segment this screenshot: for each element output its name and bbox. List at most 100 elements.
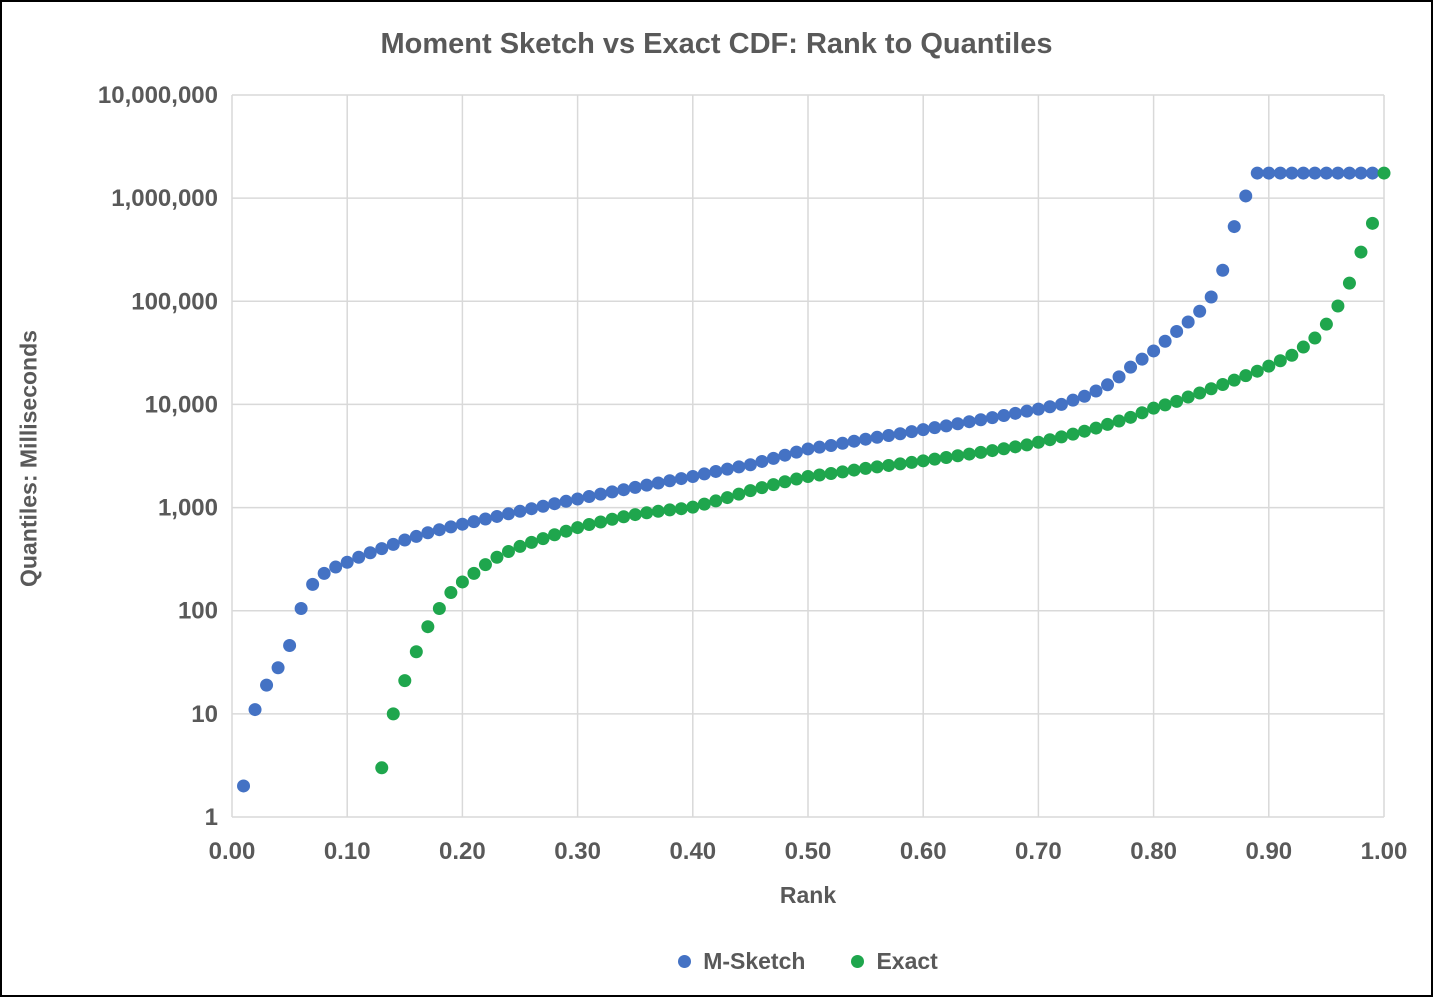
data-point-exact bbox=[617, 510, 631, 524]
data-point-m-sketch bbox=[1296, 166, 1310, 180]
data-point-exact bbox=[1250, 364, 1264, 378]
data-point-exact bbox=[640, 506, 654, 520]
data-point-m-sketch bbox=[628, 480, 642, 494]
y-tick-label: 100,000 bbox=[131, 288, 218, 315]
data-point-exact bbox=[813, 468, 827, 482]
data-point-m-sketch bbox=[1354, 166, 1368, 180]
data-point-m-sketch bbox=[317, 566, 331, 580]
data-point-m-sketch bbox=[340, 555, 354, 569]
data-point-m-sketch bbox=[1101, 378, 1115, 392]
data-point-m-sketch bbox=[951, 417, 965, 431]
x-axis-title: Rank bbox=[779, 882, 837, 908]
data-point-m-sketch bbox=[974, 413, 988, 427]
data-point-m-sketch bbox=[571, 492, 585, 506]
data-point-exact bbox=[928, 452, 942, 466]
data-point-m-sketch bbox=[743, 458, 757, 472]
data-point-m-sketch bbox=[893, 427, 907, 441]
data-point-exact bbox=[582, 518, 596, 532]
data-point-m-sketch bbox=[813, 440, 827, 454]
data-point-exact bbox=[432, 602, 446, 616]
data-point-exact bbox=[455, 575, 469, 589]
data-point-exact bbox=[859, 461, 873, 475]
data-point-m-sketch bbox=[836, 436, 850, 450]
data-point-m-sketch bbox=[536, 499, 550, 513]
data-point-m-sketch bbox=[1077, 389, 1091, 403]
data-point-exact bbox=[732, 487, 746, 501]
data-point-m-sketch bbox=[1089, 384, 1103, 398]
data-point-exact bbox=[674, 502, 688, 516]
data-point-exact bbox=[1031, 435, 1045, 449]
data-point-m-sketch bbox=[248, 703, 262, 717]
data-point-exact bbox=[1262, 359, 1276, 373]
data-point-m-sketch bbox=[1158, 334, 1172, 348]
data-point-m-sketch bbox=[306, 577, 320, 591]
chart-title: Moment Sketch vs Exact CDF: Rank to Quan… bbox=[380, 28, 1053, 60]
data-point-exact bbox=[847, 463, 861, 477]
data-point-m-sketch bbox=[905, 425, 919, 439]
data-point-m-sketch bbox=[709, 464, 723, 478]
x-tick-label: 0.40 bbox=[669, 838, 716, 865]
data-point-exact bbox=[824, 466, 838, 480]
data-point-exact bbox=[1342, 276, 1356, 290]
data-point-exact bbox=[686, 500, 700, 514]
data-point-m-sketch bbox=[651, 476, 665, 490]
data-point-m-sketch bbox=[271, 661, 285, 675]
x-tick-label: 0.70 bbox=[1015, 838, 1062, 865]
data-point-m-sketch bbox=[962, 415, 976, 429]
data-point-m-sketch bbox=[1043, 400, 1057, 414]
data-point-exact bbox=[628, 508, 642, 522]
legend-marker-exact-icon bbox=[851, 955, 865, 968]
data-point-m-sketch bbox=[444, 520, 458, 534]
data-point-exact bbox=[1319, 317, 1333, 331]
data-point-exact bbox=[1054, 430, 1068, 444]
data-point-m-sketch bbox=[674, 472, 688, 486]
data-point-m-sketch bbox=[939, 419, 953, 433]
data-point-m-sketch bbox=[1147, 344, 1161, 358]
data-point-m-sketch bbox=[1308, 166, 1322, 180]
data-point-exact bbox=[1020, 438, 1034, 452]
data-point-exact bbox=[398, 674, 412, 688]
data-point-m-sketch bbox=[525, 502, 539, 516]
y-tick-label: 100 bbox=[178, 598, 218, 625]
data-point-exact bbox=[651, 504, 665, 518]
data-point-m-sketch bbox=[1204, 290, 1218, 304]
legend: M-Sketch Exact bbox=[232, 948, 1384, 975]
data-point-m-sketch bbox=[617, 483, 631, 497]
data-point-m-sketch bbox=[640, 478, 654, 492]
data-point-m-sketch bbox=[1181, 315, 1195, 329]
data-point-exact bbox=[789, 472, 803, 486]
data-point-m-sketch bbox=[985, 411, 999, 425]
legend-marker-m-sketch-icon bbox=[678, 955, 692, 968]
data-point-exact bbox=[893, 457, 907, 471]
y-tick-label: 10,000 bbox=[145, 391, 218, 418]
data-point-m-sketch bbox=[283, 638, 297, 652]
data-point-exact bbox=[974, 445, 988, 459]
x-tick-label: 0.00 bbox=[209, 838, 256, 865]
data-point-m-sketch bbox=[490, 509, 504, 523]
data-point-m-sketch bbox=[1124, 360, 1138, 374]
x-tick-label: 0.80 bbox=[1130, 838, 1177, 865]
data-point-m-sketch bbox=[1319, 166, 1333, 180]
data-point-exact bbox=[1377, 166, 1391, 180]
data-point-exact bbox=[1101, 417, 1115, 431]
data-point-m-sketch bbox=[1066, 393, 1080, 407]
data-point-m-sketch bbox=[605, 485, 619, 499]
data-point-exact bbox=[1066, 427, 1080, 441]
data-point-exact bbox=[997, 442, 1011, 456]
data-point-m-sketch bbox=[329, 560, 343, 574]
data-point-exact bbox=[536, 532, 550, 546]
data-point-m-sketch bbox=[409, 529, 423, 543]
data-point-exact bbox=[1273, 354, 1287, 368]
data-point-exact bbox=[882, 458, 896, 472]
data-point-exact bbox=[513, 539, 527, 553]
data-point-exact bbox=[478, 558, 492, 572]
data-point-m-sketch bbox=[1031, 402, 1045, 416]
data-point-m-sketch bbox=[294, 602, 308, 616]
data-point-m-sketch bbox=[870, 430, 884, 444]
data-point-exact bbox=[720, 491, 734, 505]
data-point-m-sketch bbox=[686, 470, 700, 484]
data-point-m-sketch bbox=[1054, 397, 1068, 411]
data-point-m-sketch bbox=[1331, 166, 1345, 180]
data-point-exact bbox=[571, 521, 585, 535]
